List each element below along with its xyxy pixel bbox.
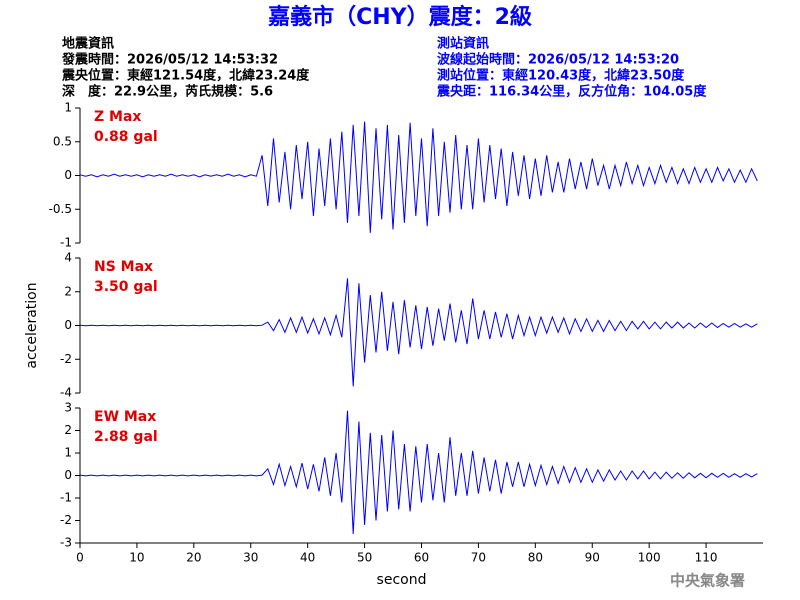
info-line: 震央位置：東經121.54度，北緯23.24度 xyxy=(61,68,310,84)
max-annotation: 0.88 gal xyxy=(94,129,158,145)
y-axis-label: acceleration xyxy=(24,282,40,368)
y-tick-label: 3 xyxy=(64,401,72,415)
y-tick-label: -1 xyxy=(60,491,72,505)
station-line: 震央距：116.34公里，反方位角：104.05度 xyxy=(436,84,707,100)
x-axis-label: second xyxy=(377,572,427,588)
title: 嘉義市（CHY）震度：2級 xyxy=(268,4,532,30)
max-annotation: EW Max xyxy=(94,409,156,425)
x-tick-label: 20 xyxy=(186,551,201,565)
x-tick-label: 40 xyxy=(300,551,315,565)
x-tick-label: 70 xyxy=(471,551,486,565)
y-tick-label: 2 xyxy=(64,423,72,437)
y-tick-label: 0 xyxy=(64,318,72,332)
x-tick-label: 30 xyxy=(243,551,258,565)
x-tick-label: 100 xyxy=(638,551,661,565)
y-tick-label: 0 xyxy=(64,168,72,182)
y-tick-label: -0.5 xyxy=(49,202,72,216)
y-tick-label: -3 xyxy=(60,536,72,550)
x-tick-label: 0 xyxy=(76,551,84,565)
y-tick-label: -1 xyxy=(60,236,72,250)
y-tick-label: -2 xyxy=(60,513,72,527)
waveform xyxy=(79,410,758,535)
y-tick-label: 1 xyxy=(64,101,72,115)
x-tick-label: 10 xyxy=(129,551,144,565)
x-tick-label: 80 xyxy=(528,551,543,565)
y-tick-label: -2 xyxy=(60,352,72,366)
y-tick-label: -4 xyxy=(60,386,72,400)
info-line: 深 度：22.9公里，芮氏規模：5.6 xyxy=(62,84,273,100)
y-tick-label: 0 xyxy=(64,468,72,482)
max-annotation: 2.88 gal xyxy=(94,429,158,445)
y-tick-label: 2 xyxy=(64,284,72,298)
footer: 中央氣象署 xyxy=(670,572,745,590)
waveform xyxy=(79,278,758,387)
max-annotation: NS Max xyxy=(94,259,153,275)
x-tick-label: 90 xyxy=(585,551,600,565)
station-line: 測站位置：東經120.43度，北緯23.50度 xyxy=(437,68,685,84)
info-heading: 地震資訊 xyxy=(62,36,114,52)
x-tick-label: 50 xyxy=(357,551,372,565)
max-annotation: Z Max xyxy=(94,109,141,125)
y-tick-label: 1 xyxy=(64,446,72,460)
info-line: 發震時間：2026/05/12 14:53:32 xyxy=(61,52,278,68)
station-heading: 測站資訊 xyxy=(437,36,489,52)
waveform xyxy=(79,121,758,233)
y-tick-label: 0.5 xyxy=(53,134,72,148)
station-line: 波線起始時間：2026/05/12 14:53:20 xyxy=(437,52,679,68)
x-tick-label: 60 xyxy=(414,551,429,565)
x-tick-label: 110 xyxy=(695,551,718,565)
max-annotation: 3.50 gal xyxy=(94,279,158,295)
y-tick-label: 4 xyxy=(64,251,72,265)
